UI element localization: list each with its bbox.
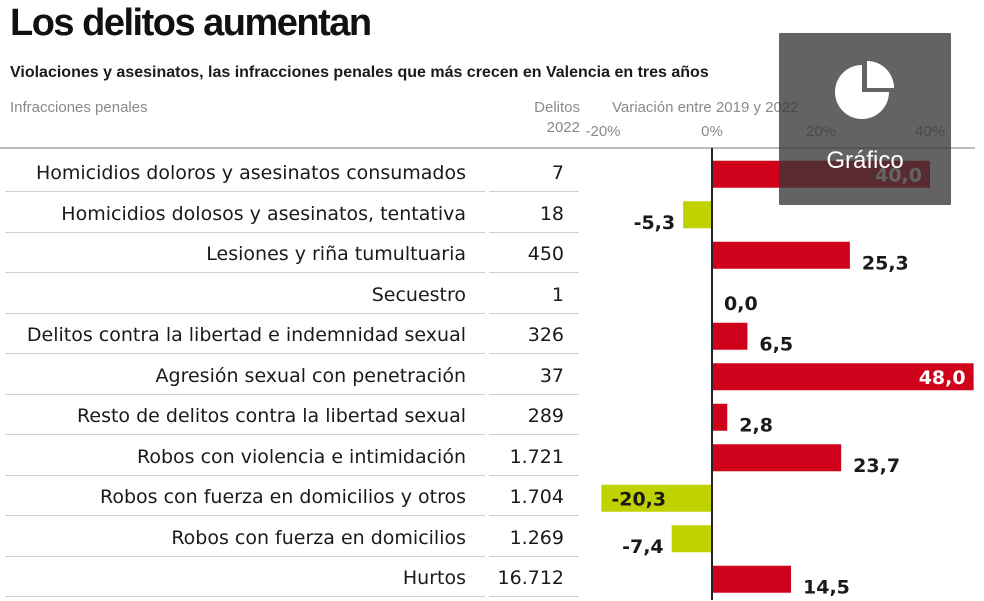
table-row: Lesiones y riña tumultuaria 450 — [0, 233, 984, 273]
bar-value-label: 0,0 — [724, 293, 758, 315]
table-row: Delitos contra la libertad e indemnidad … — [0, 314, 984, 354]
category-label: Robos con fuerza en domicilios — [171, 526, 466, 549]
bar-value-label: -7,4 — [622, 536, 664, 558]
category-label: Lesiones y riña tumultuaria — [206, 243, 466, 265]
category-label: Robos con violencia e intimidación — [137, 445, 466, 468]
column-header-delitos-year: 2022 — [546, 119, 580, 136]
category-label: Hurtos — [402, 567, 466, 589]
x-tick-label: -20% — [585, 123, 621, 140]
table-row: Hurtos 16.712 — [0, 557, 984, 597]
row-divider — [5, 191, 485, 192]
table-row: Homicidios doloros y asesinatos consumad… — [0, 152, 984, 192]
column-header-delitos: Delitos — [534, 99, 580, 116]
row-divider — [5, 231, 485, 233]
delitos-value: 289 — [527, 405, 564, 427]
row-divider — [5, 596, 485, 597]
pie-chart-icon — [835, 61, 894, 119]
row-divider — [5, 474, 485, 476]
category-label: Homicidios dolosos y asesinatos, tentati… — [61, 202, 466, 225]
row-divider — [489, 231, 579, 233]
bar-6 — [712, 363, 974, 391]
table-row: Robos con violencia e intimidación 1.721 — [0, 436, 984, 476]
bar-value-label: 25,3 — [862, 252, 909, 274]
bar-3 — [712, 241, 850, 269]
row-divider — [489, 191, 579, 192]
delitos-value: 18 — [539, 202, 564, 225]
x-tick-label: 0% — [701, 123, 723, 140]
grafico-label: Gráfico — [826, 147, 904, 174]
category-label: Agresión sexual con penetración — [155, 364, 466, 387]
bar-value-label: -5,3 — [634, 212, 676, 234]
row-divider — [5, 312, 485, 314]
delitos-value: 1.721 — [509, 445, 564, 468]
bar-11 — [712, 565, 792, 593]
row-divider — [489, 474, 579, 476]
table-row: Secuestro 1 — [0, 274, 984, 314]
bar-value-label: 6,5 — [759, 333, 793, 355]
row-divider — [489, 596, 579, 597]
table-row: Agresión sexual con penetración 37 — [0, 355, 984, 395]
bar-5 — [712, 322, 748, 350]
row-divider — [489, 353, 579, 354]
category-label: Robos con fuerza en domicilios y otros — [99, 486, 466, 508]
delitos-value: 1 — [551, 283, 564, 306]
row-divider — [489, 434, 579, 435]
delitos-value: 37 — [539, 364, 564, 387]
category-label: Secuestro — [371, 283, 466, 306]
row-divider — [5, 272, 485, 273]
delitos-value: 326 — [527, 324, 564, 346]
column-header-infracciones: Infracciones penales — [10, 99, 148, 116]
bar-7 — [712, 403, 728, 431]
column-header-variacion: Variación entre 2019 y 2022 — [612, 99, 799, 116]
bar-value-label: -20,3 — [611, 488, 666, 510]
bar-value-label: 14,5 — [803, 576, 850, 598]
bar-10 — [671, 525, 712, 553]
row-divider — [5, 515, 485, 516]
row-divider — [5, 353, 485, 354]
table-row: Robos con fuerza en domicilios y otros 1.… — [0, 476, 984, 516]
row-divider — [489, 555, 579, 557]
bar-value-label: 23,7 — [853, 455, 900, 477]
bar-2 — [683, 201, 712, 229]
chart-subtitle: Violaciones y asesinatos, las infraccion… — [10, 64, 709, 81]
row-divider — [5, 434, 485, 435]
grafico-overlay-button[interactable]: Gráfico — [779, 33, 951, 205]
table-row: Resto de delitos contra la libertad sexu… — [0, 395, 984, 435]
bar-value-label: 2,8 — [739, 414, 773, 436]
row-divider — [489, 312, 579, 314]
chart-title: Los delitos aumentan — [10, 2, 372, 44]
bar-8 — [712, 444, 842, 472]
delitos-value: 7 — [551, 162, 564, 184]
delitos-value: 450 — [527, 243, 564, 265]
category-label: Homicidios doloros y asesinatos consumad… — [35, 162, 466, 184]
delitos-value: 1.704 — [509, 486, 564, 508]
bar-9 — [601, 484, 712, 512]
row-divider — [5, 555, 485, 557]
bar-value-label: 48,0 — [919, 367, 966, 389]
delitos-value: 1.269 — [509, 526, 564, 549]
row-divider — [489, 272, 579, 273]
table-row: Homicidios dolosos y asesinatos, tentati… — [0, 193, 984, 233]
row-divider — [489, 515, 579, 516]
table-row: Robos con fuerza en domicilios 1.269 — [0, 517, 984, 557]
row-divider — [5, 393, 485, 395]
category-label: Resto de delitos contra la libertad sexu… — [77, 405, 466, 427]
row-divider — [489, 393, 579, 395]
category-label: Delitos contra la libertad e indemnidad … — [26, 324, 466, 346]
delitos-value: 16.712 — [497, 567, 564, 589]
header-divider — [0, 147, 975, 149]
